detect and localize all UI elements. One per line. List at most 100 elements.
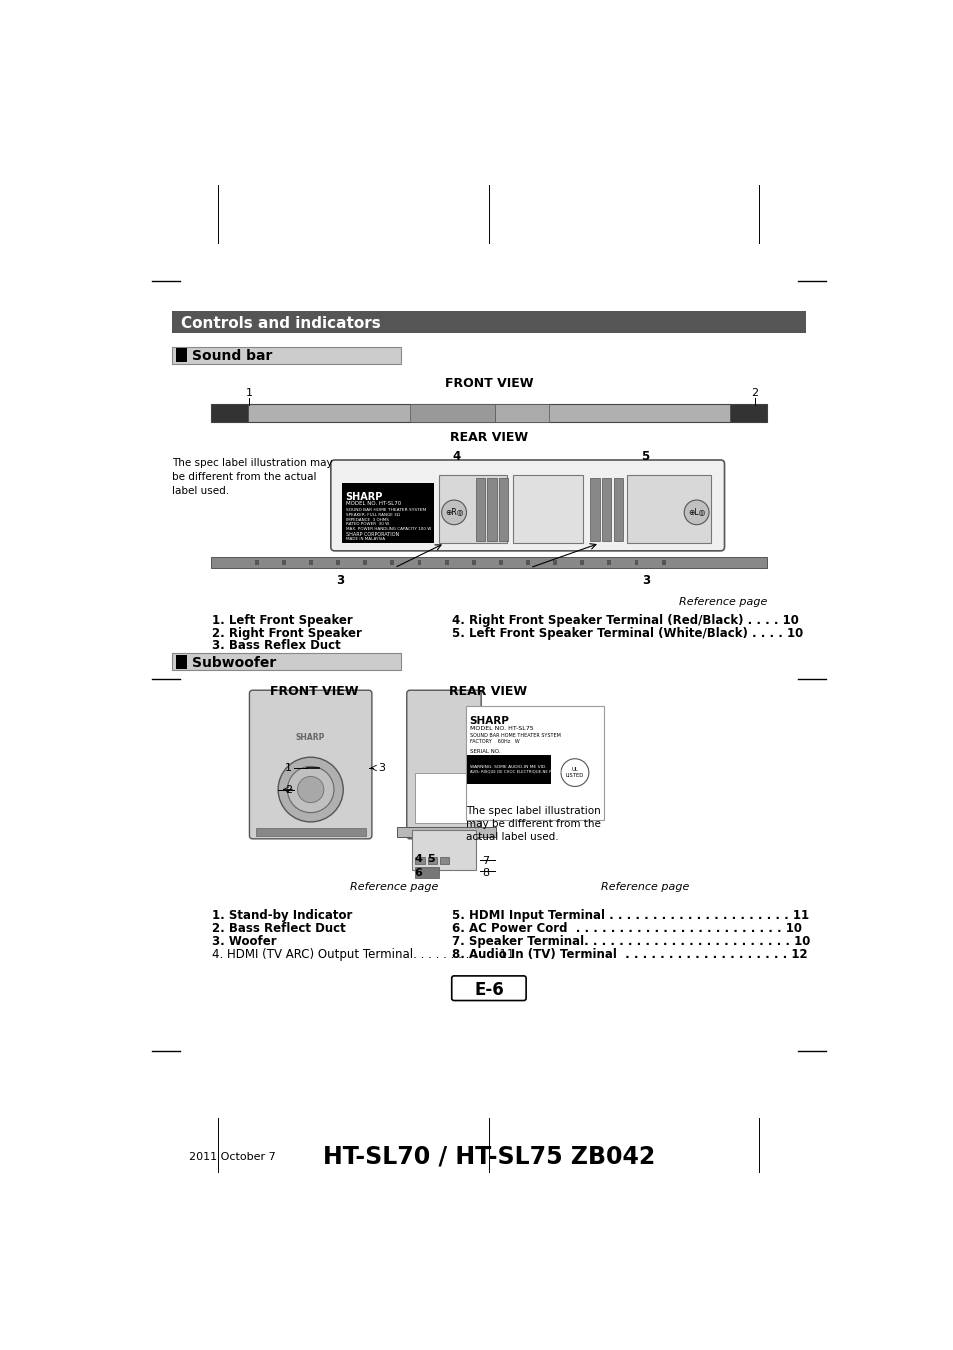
Bar bbox=[553, 560, 557, 564]
Text: 3. Woofer: 3. Woofer bbox=[212, 934, 276, 948]
Text: 1: 1 bbox=[284, 763, 292, 774]
Bar bbox=[335, 560, 340, 564]
Text: 4: 4 bbox=[415, 853, 422, 864]
Bar bbox=[410, 404, 495, 423]
FancyBboxPatch shape bbox=[331, 460, 723, 551]
Text: SHARP: SHARP bbox=[295, 733, 325, 743]
Text: 5: 5 bbox=[639, 451, 648, 463]
Bar bbox=[211, 558, 766, 568]
Text: 1. Left Front Speaker: 1. Left Front Speaker bbox=[212, 614, 353, 628]
Text: UL
LISTED: UL LISTED bbox=[565, 767, 583, 778]
Text: RATED POWER  30 W: RATED POWER 30 W bbox=[345, 522, 389, 526]
Text: MODEL NO. HT-SL75: MODEL NO. HT-SL75 bbox=[469, 726, 533, 732]
Text: 3: 3 bbox=[641, 574, 650, 587]
Text: SHARP CORPORATION: SHARP CORPORATION bbox=[345, 532, 398, 537]
FancyBboxPatch shape bbox=[406, 690, 480, 838]
Text: 4. HDMI (TV ARC) Output Terminal. . . . . . . . . . . .11: 4. HDMI (TV ARC) Output Terminal. . . . … bbox=[212, 948, 514, 961]
FancyBboxPatch shape bbox=[452, 976, 525, 1000]
Bar bbox=[415, 867, 438, 878]
Bar bbox=[467, 755, 550, 784]
Bar bbox=[417, 560, 421, 564]
Text: WARNING: SOME AUDIO-IN ME VID.: WARNING: SOME AUDIO-IN ME VID. bbox=[470, 765, 546, 769]
Text: MADE IN MALAYSIA: MADE IN MALAYSIA bbox=[469, 764, 508, 768]
Text: REAR VIEW: REAR VIEW bbox=[450, 431, 527, 444]
Text: E-6: E-6 bbox=[474, 980, 503, 999]
Text: SHARP: SHARP bbox=[345, 491, 382, 502]
Text: Reference page: Reference page bbox=[350, 883, 438, 892]
Text: 3. Bass Reflex Duct: 3. Bass Reflex Duct bbox=[212, 639, 340, 652]
Bar bbox=[444, 560, 448, 564]
Bar bbox=[438, 475, 506, 543]
Text: MODEL NO. HT-SL70: MODEL NO. HT-SL70 bbox=[345, 501, 400, 506]
Text: Subwoofer: Subwoofer bbox=[192, 656, 276, 670]
Bar bbox=[415, 856, 424, 864]
Bar bbox=[255, 828, 365, 836]
Text: REAR VIEW: REAR VIEW bbox=[449, 686, 527, 698]
Text: 8: 8 bbox=[481, 868, 489, 878]
Bar bbox=[439, 856, 449, 864]
Bar bbox=[476, 478, 484, 541]
Text: 3: 3 bbox=[335, 574, 344, 587]
Text: SOUND BAR HOME THEATER SYSTEM: SOUND BAR HOME THEATER SYSTEM bbox=[469, 733, 559, 738]
Text: 7. Speaker Terminal. . . . . . . . . . . . . . . . . . . . . . . . 10: 7. Speaker Terminal. . . . . . . . . . .… bbox=[452, 934, 810, 948]
Bar bbox=[309, 560, 313, 564]
Circle shape bbox=[278, 757, 343, 822]
Bar bbox=[396, 828, 496, 837]
Bar bbox=[175, 348, 187, 362]
Text: SHARP: SHARP bbox=[469, 717, 509, 726]
Bar bbox=[590, 478, 599, 541]
Text: Reference page: Reference page bbox=[679, 598, 766, 608]
Bar bbox=[626, 475, 710, 543]
Circle shape bbox=[683, 500, 708, 525]
Text: ⊕L◎: ⊕L◎ bbox=[687, 508, 704, 517]
Bar bbox=[729, 404, 766, 423]
Bar bbox=[412, 830, 476, 871]
Bar bbox=[495, 404, 549, 423]
Text: 3: 3 bbox=[377, 763, 384, 774]
Bar bbox=[363, 560, 367, 564]
Text: 2011 October 7: 2011 October 7 bbox=[189, 1152, 275, 1162]
Text: SPEAKER: FULL RANGE 3Ω: SPEAKER: FULL RANGE 3Ω bbox=[345, 513, 399, 517]
Bar bbox=[525, 560, 530, 564]
Circle shape bbox=[560, 759, 588, 787]
Text: The spec label illustration
may be different from the
actual label used.: The spec label illustration may be diffe… bbox=[465, 806, 600, 842]
FancyBboxPatch shape bbox=[249, 690, 372, 838]
Text: 2. Right Front Speaker: 2. Right Front Speaker bbox=[212, 626, 362, 640]
Bar bbox=[427, 856, 436, 864]
Bar bbox=[465, 706, 603, 821]
Text: 8. Audio In (TV) Terminal  . . . . . . . . . . . . . . . . . . . 12: 8. Audio In (TV) Terminal . . . . . . . … bbox=[452, 948, 807, 961]
Bar bbox=[634, 560, 638, 564]
Circle shape bbox=[287, 767, 334, 813]
Circle shape bbox=[297, 776, 323, 803]
Bar bbox=[487, 478, 497, 541]
Text: SERIAL NO.: SERIAL NO. bbox=[469, 749, 499, 753]
Bar bbox=[254, 560, 258, 564]
Text: The spec label illustration may
be different from the actual
label used.: The spec label illustration may be diffe… bbox=[172, 458, 333, 495]
Text: Sound bar: Sound bar bbox=[192, 350, 273, 363]
Text: 1: 1 bbox=[246, 387, 253, 398]
Bar bbox=[579, 560, 583, 564]
Bar bbox=[175, 655, 187, 668]
Circle shape bbox=[441, 500, 466, 525]
Bar bbox=[415, 772, 472, 822]
Text: ⊕R◎: ⊕R◎ bbox=[444, 508, 463, 517]
Bar bbox=[513, 475, 582, 543]
Text: AVIS: RISQUE DE CHOC ELECTRIQUE-NE PAS FORM.: AVIS: RISQUE DE CHOC ELECTRIQUE-NE PAS F… bbox=[470, 769, 570, 774]
Text: SOUND BAR HOME THEATER SYSTEM: SOUND BAR HOME THEATER SYSTEM bbox=[345, 508, 425, 512]
Text: 6. AC Power Cord  . . . . . . . . . . . . . . . . . . . . . . . . 10: 6. AC Power Cord . . . . . . . . . . . .… bbox=[452, 922, 801, 934]
Bar bbox=[661, 560, 665, 564]
Text: MAX. POWER HANDLING CAPACITY 100 W: MAX. POWER HANDLING CAPACITY 100 W bbox=[345, 526, 431, 531]
Bar bbox=[172, 312, 805, 333]
Text: 2: 2 bbox=[284, 784, 292, 795]
Text: 2. Bass Reflect Duct: 2. Bass Reflect Duct bbox=[212, 922, 346, 934]
Bar bbox=[390, 560, 394, 564]
Text: 5. Left Front Speaker Terminal (White/Black) . . . . 10: 5. Left Front Speaker Terminal (White/Bl… bbox=[452, 626, 803, 640]
Bar bbox=[472, 560, 476, 564]
Bar bbox=[211, 404, 248, 423]
Bar bbox=[342, 483, 434, 543]
Text: FACTORY    60Hz   W: FACTORY 60Hz W bbox=[469, 738, 518, 744]
Bar bbox=[211, 404, 766, 423]
Text: 7: 7 bbox=[481, 856, 489, 867]
Text: 5. HDMI Input Terminal . . . . . . . . . . . . . . . . . . . . . 11: 5. HDMI Input Terminal . . . . . . . . .… bbox=[452, 909, 809, 922]
Text: 5: 5 bbox=[427, 853, 435, 864]
